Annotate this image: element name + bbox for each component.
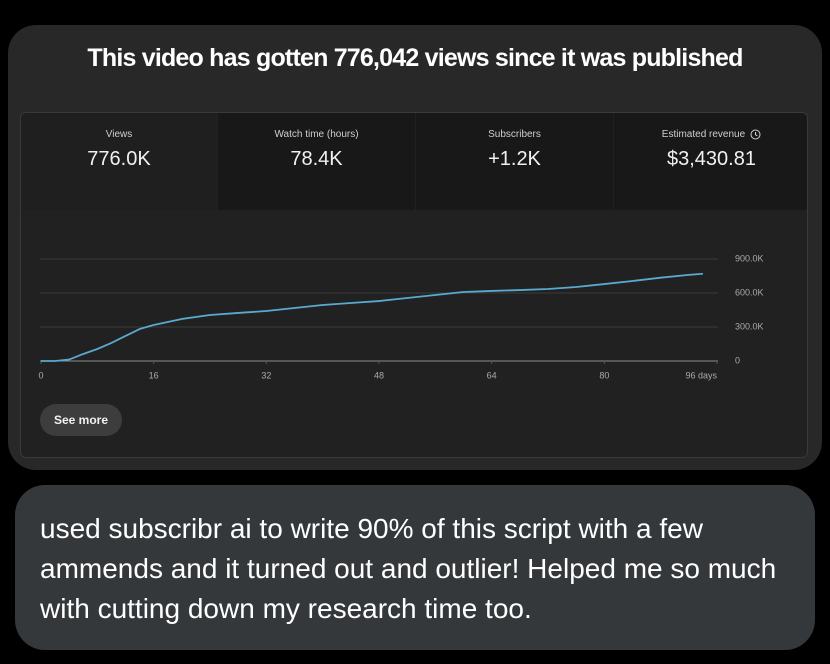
views-line: [41, 272, 703, 362]
y-tick-label: 900.0K: [735, 253, 764, 263]
y-tick-label: 0: [735, 355, 740, 365]
stat-label: Views: [105, 129, 133, 140]
comment-bubble: [15, 485, 815, 650]
analytics-panel: Views 776.0K Watch time (hours) 78.4K Su…: [20, 112, 808, 458]
stat-tab[interactable]: Subscribers +1.2K: [416, 113, 613, 210]
x-tick-label: 32: [261, 370, 271, 380]
x-tick-label: 96 days: [685, 370, 717, 380]
stat-label: Subscribers: [488, 129, 541, 140]
stat-value: 776.0K: [87, 148, 151, 170]
stat-tab[interactable]: Views 776.0K: [21, 113, 217, 210]
clock-icon: [750, 129, 761, 140]
stat-label: Watch time (hours): [274, 129, 359, 140]
see-more-button[interactable]: See more: [40, 404, 122, 436]
stat-label: Estimated revenue: [661, 129, 746, 140]
comment-text: used subscribr ai to write 90% of this s…: [40, 513, 777, 624]
stat-value: $3,430.81: [667, 148, 756, 170]
stat-value: 78.4K: [290, 148, 343, 170]
stat-tab[interactable]: Estimated revenue $3,430.81: [614, 113, 807, 210]
headline: This video has gotten 776,042 views sinc…: [87, 44, 743, 72]
stat-value: +1.2K: [488, 148, 541, 170]
y-tick-label: 600.0K: [735, 287, 764, 297]
stat-tab[interactable]: Watch time (hours) 78.4K: [218, 113, 415, 210]
x-tick-label: 16: [149, 370, 159, 380]
y-tick-label: 300.0K: [735, 321, 764, 331]
x-tick-label: 64: [487, 370, 497, 380]
x-tick-label: 0: [38, 370, 43, 380]
x-tick-label: 80: [599, 370, 609, 380]
x-tick-label: 48: [374, 370, 384, 380]
